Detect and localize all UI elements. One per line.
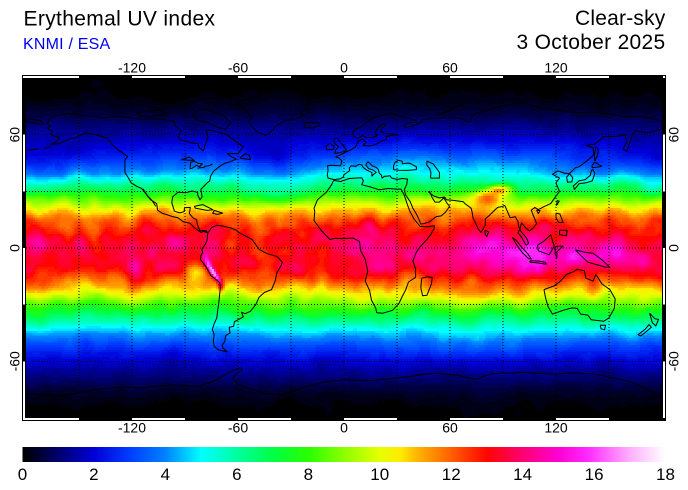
svg-text:2: 2 xyxy=(89,465,98,484)
svg-text:12: 12 xyxy=(442,465,461,484)
svg-text:60: 60 xyxy=(7,127,23,143)
svg-text:60: 60 xyxy=(442,420,458,436)
svg-text:Erythemal UV index: Erythemal UV index xyxy=(24,8,216,31)
svg-text:3 October 2025: 3 October 2025 xyxy=(517,31,666,54)
svg-text:0: 0 xyxy=(18,465,27,484)
svg-text:6: 6 xyxy=(232,465,241,484)
svg-text:120: 120 xyxy=(544,60,568,76)
svg-text:Clear-sky: Clear-sky xyxy=(575,7,666,30)
svg-text:-120: -120 xyxy=(118,60,146,76)
svg-text:8: 8 xyxy=(304,465,313,484)
svg-text:-60: -60 xyxy=(228,60,248,76)
svg-text:16: 16 xyxy=(585,465,604,484)
svg-text:120: 120 xyxy=(544,420,568,436)
svg-text:0: 0 xyxy=(340,60,348,76)
svg-text:10: 10 xyxy=(370,465,389,484)
svg-text:-60: -60 xyxy=(666,351,682,371)
svg-text:KNMI / ESA: KNMI / ESA xyxy=(23,36,110,53)
svg-text:4: 4 xyxy=(161,465,170,484)
svg-text:-120: -120 xyxy=(118,420,146,436)
svg-text:0: 0 xyxy=(666,244,682,252)
svg-text:-60: -60 xyxy=(7,351,23,371)
svg-text:60: 60 xyxy=(666,127,682,143)
svg-text:14: 14 xyxy=(513,465,532,484)
svg-text:0: 0 xyxy=(7,244,23,252)
svg-text:60: 60 xyxy=(442,60,458,76)
svg-text:18: 18 xyxy=(656,465,675,484)
svg-text:-60: -60 xyxy=(228,420,248,436)
svg-text:0: 0 xyxy=(340,420,348,436)
